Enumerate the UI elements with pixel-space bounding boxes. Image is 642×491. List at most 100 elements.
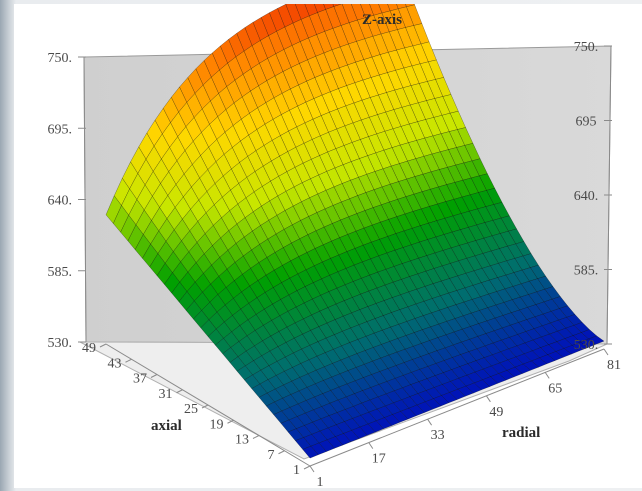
surface-patch [449, 388, 466, 400]
surface-patch [365, 189, 382, 208]
z-tick-label-right: 750. [574, 40, 599, 55]
surface-patch [258, 257, 275, 276]
surface-patch [336, 284, 353, 302]
surface-patch [470, 310, 488, 324]
surface-patch [530, 357, 548, 368]
surface-patch [363, 360, 381, 375]
surface-patch [227, 243, 244, 263]
x-tick-label: 13 [235, 433, 249, 448]
surface-patch [361, 258, 379, 276]
surface-patch [314, 73, 331, 96]
surface-patch [438, 184, 455, 202]
surface-patch [204, 224, 221, 246]
surface-patch [185, 300, 202, 320]
surface-patch [314, 380, 332, 395]
tick-marks: 750. 695. 640. 585. 530. 750. 695 640. 585. 530. 4… [48, 40, 622, 488]
surface-patch [317, 337, 334, 354]
surface-patch [142, 243, 159, 268]
surface-patch [166, 206, 183, 231]
surface-patch [332, 25, 349, 48]
surface-patch [357, 335, 374, 351]
surface-patch [290, 390, 307, 405]
surface-patch [201, 301, 218, 321]
surface-patch [340, 198, 358, 218]
x-tick-label: 37 [133, 372, 147, 387]
surface-patch [288, 290, 305, 308]
surface-patch [348, 353, 365, 368]
y-tick-label: 49 [489, 405, 503, 420]
surface-patch [255, 145, 272, 167]
surface-patch [462, 177, 479, 196]
surface-patch [228, 32, 245, 58]
surface-patch [142, 220, 160, 245]
surface-patch [310, 442, 327, 456]
surface-patch [389, 198, 406, 218]
surface-patch [555, 348, 572, 358]
surface-patch [333, 4, 350, 26]
surface-patch [417, 390, 434, 403]
surface-patch [484, 220, 501, 237]
surface-patch [361, 274, 378, 292]
surface-patch [495, 302, 512, 316]
surface-patch [235, 236, 252, 257]
surface-patch [486, 317, 503, 332]
surface-patch [318, 322, 335, 339]
tick-mark [252, 435, 260, 439]
surface-patch [254, 340, 271, 357]
surface-patch [481, 376, 499, 387]
surface-patch [289, 403, 306, 417]
tick-mark [603, 348, 609, 356]
surface-patch [412, 43, 429, 65]
surface-patch [435, 234, 452, 251]
surface-patch [522, 360, 540, 371]
surface-patch [294, 437, 312, 450]
surface-patch [321, 258, 339, 276]
surface-patch [283, 45, 300, 68]
z-tick-label-left: 695. [48, 122, 73, 137]
surface-patch [291, 238, 308, 257]
surface-patch [459, 242, 476, 259]
x-tick-label: 43 [108, 356, 122, 371]
surface-patch [222, 168, 240, 191]
surface-patch [416, 286, 433, 302]
surface-patch [410, 257, 427, 275]
surface-patch [297, 269, 314, 287]
surface-patch [387, 365, 404, 379]
surface-patch [259, 379, 276, 394]
surface-patch [308, 34, 325, 57]
surface-patch [207, 328, 224, 346]
z-tick-label-left: 530. [48, 336, 73, 351]
surface-patch [387, 69, 404, 91]
chart-frame: 750. 695. 640. 585. 530. 750. 695 640. 585. 530. 4… [14, 4, 642, 488]
surface-patch [222, 347, 239, 363]
surface-patch [270, 155, 288, 177]
surface-patch [563, 345, 581, 355]
surface-patch [406, 4, 423, 26]
y-axis-line [309, 348, 605, 467]
tick-mark [309, 465, 315, 473]
surface-patch [363, 56, 380, 78]
surface-patch [308, 12, 326, 35]
surface-patch [383, 414, 401, 426]
x-tick-label: 19 [210, 417, 224, 432]
y-tick-label: 1 [317, 475, 324, 488]
surface-patch [193, 310, 210, 329]
surface-patch [386, 249, 403, 267]
surface-patch [248, 129, 265, 152]
surface-patch [432, 395, 450, 407]
surface-patch [441, 381, 459, 393]
y-tick-label: 65 [548, 381, 562, 396]
tick-mark [303, 465, 311, 470]
surface-patch [359, 423, 376, 436]
surface-patch [208, 138, 225, 163]
surface-patch [539, 354, 556, 365]
surface-patch [468, 208, 486, 226]
surface-patch [344, 122, 361, 143]
surface-patch [392, 399, 410, 412]
surface-patch [234, 73, 251, 98]
surface-patch [338, 85, 355, 107]
surface-patch [564, 335, 581, 346]
surface-patch [418, 378, 435, 391]
surface-patch [304, 4, 318, 17]
surface-patch [339, 370, 356, 385]
